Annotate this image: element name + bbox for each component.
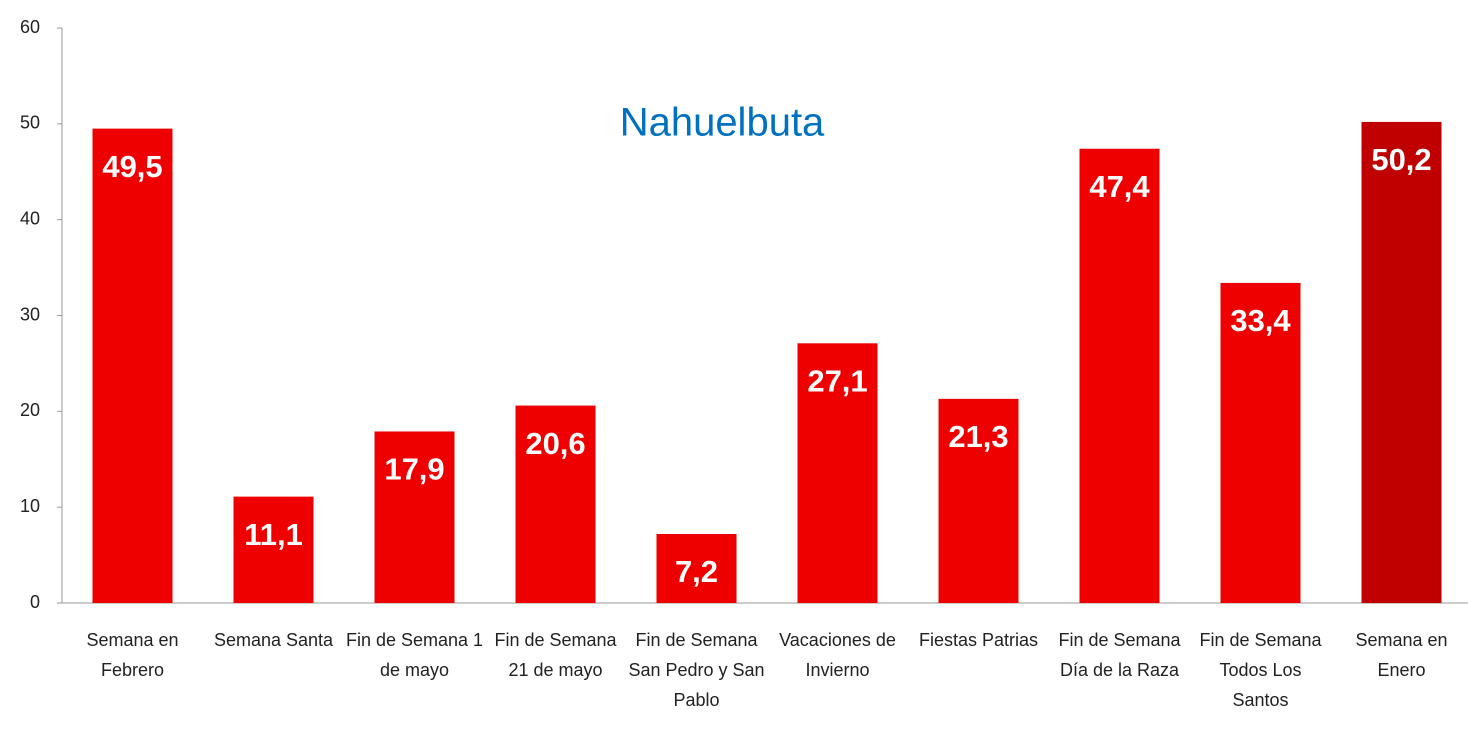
data-label: 49,5 bbox=[102, 149, 162, 184]
chart-title: Nahuelbuta bbox=[620, 101, 825, 145]
x-tick-label: Semana en Febrero bbox=[86, 630, 179, 680]
bar bbox=[656, 534, 737, 603]
x-tick-label: Fin de Semana 21 de mayo bbox=[494, 630, 617, 680]
y-tick-label: 50 bbox=[20, 113, 40, 133]
data-label: 7,2 bbox=[675, 554, 718, 589]
data-label: 11,1 bbox=[244, 517, 303, 552]
bar bbox=[1361, 121, 1442, 604]
data-label: 33,4 bbox=[1230, 303, 1291, 338]
x-tick-label: Fin de Semana San Pedro y San Pablo bbox=[628, 630, 765, 710]
y-tick-label: 20 bbox=[20, 400, 40, 420]
x-tick-label: Fiestas Patrias bbox=[918, 630, 1039, 650]
bar bbox=[1220, 282, 1301, 603]
bar bbox=[1079, 148, 1160, 603]
y-tick-label: 60 bbox=[20, 17, 40, 37]
data-label: 27,1 bbox=[807, 363, 867, 398]
y-tick-label: 10 bbox=[20, 496, 40, 516]
y-tick-label: 40 bbox=[20, 208, 40, 228]
bar bbox=[515, 405, 596, 603]
y-tick-label: 30 bbox=[20, 304, 40, 324]
bar bbox=[92, 128, 173, 603]
data-label: 50,2 bbox=[1371, 142, 1431, 177]
x-tick-label: Fin de Semana Todos Los Santos bbox=[1199, 630, 1322, 710]
bar bbox=[374, 431, 455, 603]
y-tick-label: 0 bbox=[30, 592, 40, 612]
x-tick-label: Semana en Enero bbox=[1355, 630, 1448, 680]
x-tick-label: Fin de Semana Día de la Raza bbox=[1058, 630, 1181, 680]
x-tick-label: Vacaciones de Invierno bbox=[779, 630, 896, 680]
bar bbox=[797, 343, 878, 603]
data-label: 17,9 bbox=[384, 452, 444, 487]
bar bbox=[938, 398, 1019, 603]
x-tick-label: Semana Santa bbox=[213, 630, 334, 650]
x-tick-label: Fin de Semana 1 de mayo bbox=[345, 630, 484, 680]
data-label: 47,4 bbox=[1089, 169, 1150, 204]
data-label: 20,6 bbox=[525, 426, 585, 461]
bar bbox=[233, 496, 314, 603]
data-label: 21,3 bbox=[948, 419, 1008, 454]
